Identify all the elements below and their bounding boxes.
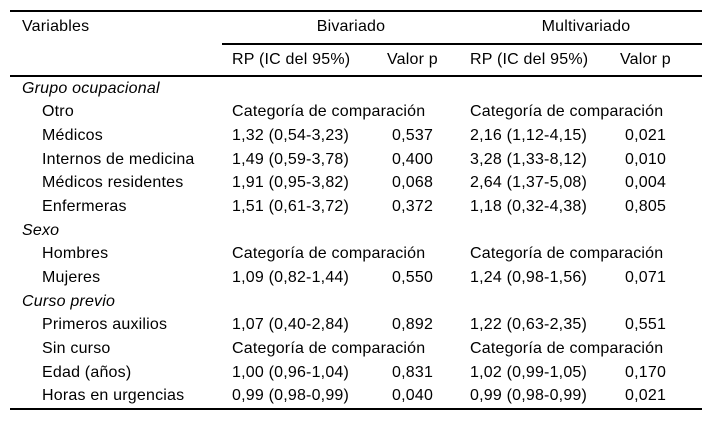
table-row: Médicos 1,32 (0,54-3,23) 0,537 2,16 (1,1…	[10, 124, 702, 148]
bivariate-comparison-note: Categoría de comparación	[232, 245, 426, 263]
multivariate-p-value: 0,021	[625, 387, 667, 405]
section-label: Curso previo	[22, 292, 116, 310]
bivariate-p-value: 0,537	[392, 127, 434, 145]
multivariate-p-value: 0,004	[625, 174, 667, 192]
row-label: Otro	[42, 103, 74, 121]
group-header-multivariate: Multivariado	[541, 17, 631, 35]
multivariate-p-value: 0,551	[625, 316, 667, 334]
bivariate-rp-value: 1,51 (0,61-3,72)	[232, 198, 350, 216]
bivariate-p-value: 0,892	[392, 316, 434, 334]
table-row: Mujeres 1,09 (0,82-1,44) 0,550 1,24 (0,9…	[10, 266, 702, 290]
row-label: Médicos residentes	[42, 174, 184, 192]
bivariate-rp-value: 1,49 (0,59-3,78)	[232, 150, 350, 168]
multivariate-p-value: 0,805	[625, 198, 667, 216]
row-label: Médicos	[42, 127, 103, 145]
table-row: Edad (años) 1,00 (0,96-1,04) 0,831 1,02 …	[10, 361, 702, 385]
bivariate-rp-value: 1,09 (0,82-1,44)	[232, 268, 350, 286]
multivariate-rp-value: 0,99 (0,98-0,99)	[470, 387, 588, 405]
bivariate-p-value: 0,372	[392, 198, 434, 216]
multivariate-rp-value: 1,22 (0,63-2,35)	[470, 316, 588, 334]
multivariate-rp-value: 1,24 (0,98-1,56)	[470, 268, 588, 286]
table-rule-header-bottom	[10, 75, 702, 77]
table-rule-group-header	[222, 43, 702, 45]
row-label: Sin curso	[42, 339, 111, 357]
multivariate-rp-value: 1,02 (0,99-1,05)	[470, 363, 588, 381]
bivariate-p-value: 0,068	[392, 174, 434, 192]
column-header-bivariate-p: Valor p	[387, 51, 438, 68]
section-label: Grupo ocupacional	[22, 79, 160, 97]
table-row: Enfermeras 1,51 (0,61-3,72) 0,372 1,18 (…	[10, 195, 702, 219]
section-row: Curso previo	[10, 290, 702, 314]
section-label: Sexo	[22, 221, 60, 239]
row-label: Hombres	[42, 245, 109, 263]
bivariate-p-value: 0,400	[392, 150, 434, 168]
bivariate-rp-value: 1,07 (0,40-2,84)	[232, 316, 350, 334]
bivariate-rp-value: 1,00 (0,96-1,04)	[232, 363, 350, 381]
bivariate-p-value: 0,040	[392, 387, 434, 405]
multivariate-rp-value: 3,28 (1,33-8,12)	[470, 150, 588, 168]
row-label: Primeros auxilios	[42, 316, 168, 334]
bivariate-rp-value: 0,99 (0,98-0,99)	[232, 387, 350, 405]
table-row: Primeros auxilios 1,07 (0,40-2,84) 0,892…	[10, 313, 702, 337]
bivariate-rp-value: 1,91 (0,95-3,82)	[232, 174, 350, 192]
table-row: Internos de medicina 1,49 (0,59-3,78) 0,…	[10, 148, 702, 172]
row-label: Internos de medicina	[42, 150, 195, 168]
multivariate-p-value: 0,010	[625, 150, 667, 168]
section-row: Sexo	[10, 219, 702, 243]
bivariate-p-value: 0,831	[392, 363, 434, 381]
table-row: Hombres Categoría de comparación Categor…	[10, 242, 702, 266]
table-header-groups: Variables Bivariado Multivariado	[10, 10, 702, 43]
bivariate-comparison-note: Categoría de comparación	[232, 103, 426, 121]
table-rule-bottom	[10, 408, 702, 410]
bivariate-rp-value: 1,32 (0,54-3,23)	[232, 127, 350, 145]
row-label: Edad (años)	[42, 363, 132, 381]
multivariate-rp-value: 1,18 (0,32-4,38)	[470, 198, 588, 216]
table-body: Grupo ocupacional Otro Categoría de comp…	[10, 77, 702, 408]
multivariate-rp-value: 2,16 (1,12-4,15)	[470, 127, 588, 145]
multivariate-comparison-note: Categoría de comparación	[470, 245, 664, 263]
row-label: Mujeres	[42, 268, 101, 286]
multivariate-comparison-note: Categoría de comparación	[470, 103, 664, 121]
column-header-multivariate-rp: RP (IC del 95%)	[470, 51, 589, 68]
multivariate-p-value: 0,021	[625, 127, 667, 145]
table-row: Médicos residentes 1,91 (0,95-3,82) 0,06…	[10, 172, 702, 196]
table-rule-top	[10, 10, 702, 12]
section-row: Grupo ocupacional	[10, 77, 702, 101]
bivariate-p-value: 0,550	[392, 268, 434, 286]
row-label: Horas en urgencias	[42, 387, 185, 405]
multivariate-p-value: 0,170	[625, 363, 667, 381]
table-header-columns: RP (IC del 95%) Valor p RP (IC del 95%) …	[10, 45, 702, 75]
row-label: Enfermeras	[42, 198, 127, 216]
group-header-bivariate: Bivariado	[316, 17, 386, 35]
column-header-bivariate-rp: RP (IC del 95%)	[232, 51, 351, 68]
column-header-multivariate-p: Valor p	[620, 51, 671, 68]
column-header-variables: Variables	[22, 17, 90, 35]
table-row: Otro Categoría de comparación Categoría …	[10, 101, 702, 125]
table-row: Horas en urgencias 0,99 (0,98-0,99) 0,04…	[10, 384, 702, 408]
bivariate-comparison-note: Categoría de comparación	[232, 339, 426, 357]
multivariate-p-value: 0,071	[625, 268, 667, 286]
table-row: Sin curso Categoría de comparación Categ…	[10, 337, 702, 361]
multivariate-comparison-note: Categoría de comparación	[470, 339, 664, 357]
multivariate-rp-value: 2,64 (1,37-5,08)	[470, 174, 588, 192]
